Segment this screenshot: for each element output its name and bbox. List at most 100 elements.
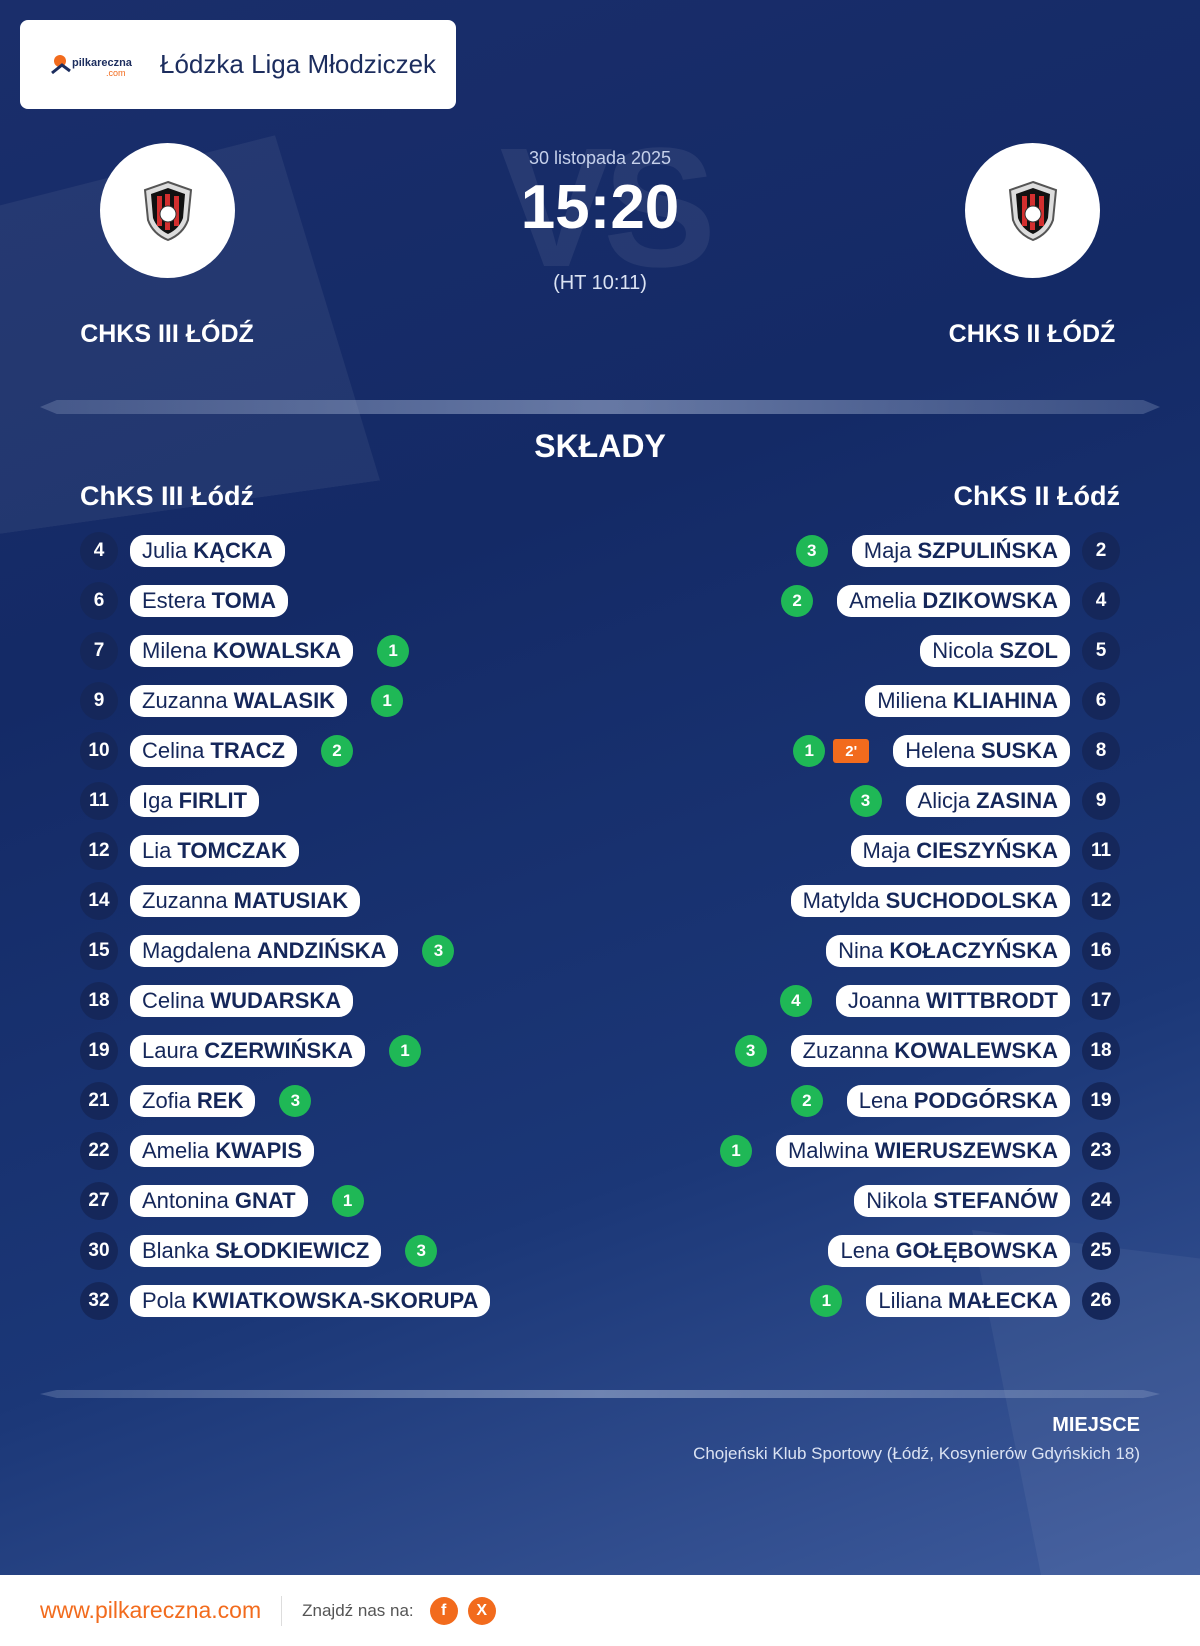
- player-number: 19: [80, 1032, 118, 1070]
- player-row: 2 Lena PODGÓRSKA 19: [720, 1076, 1120, 1126]
- goals-badge: 3: [279, 1085, 312, 1117]
- goals-badge: 3: [405, 1235, 438, 1267]
- footer: www.pilkareczna.com Znajdź nas na: f X: [0, 1575, 1200, 1646]
- player-last-name: WALASIK: [233, 688, 336, 713]
- player-name: Nikola STEFANÓW: [854, 1185, 1070, 1217]
- player-name: Nicola SZOL: [920, 635, 1070, 667]
- goals-badge: 3: [734, 1035, 767, 1067]
- player-number: 4: [80, 532, 118, 570]
- player-number: 11: [80, 782, 118, 820]
- away-team-name: CHKS II ŁÓDŹ: [948, 320, 1116, 348]
- player-name: Maja CIESZYŃSKA: [850, 835, 1070, 867]
- player-number: 7: [80, 632, 118, 670]
- player-row: 21 Zofia REK 3: [80, 1076, 490, 1126]
- player-name: Julia KĄCKA: [130, 535, 285, 567]
- player-last-name: SUSKA: [980, 738, 1058, 763]
- player-number: 6: [1082, 682, 1120, 720]
- player-row: 3 Alicja ZASINA 9: [720, 776, 1120, 826]
- player-number: 4: [1082, 582, 1120, 620]
- player-first-name: Amelia: [849, 588, 917, 613]
- player-number: 17: [1082, 982, 1120, 1020]
- player-last-name: PODGÓRSKA: [913, 1088, 1058, 1113]
- player-name: Amelia DZIKOWSKA: [837, 585, 1070, 617]
- player-first-name: Zuzanna: [802, 1038, 889, 1063]
- player-row: 4 Julia KĄCKA: [80, 526, 490, 576]
- x-icon[interactable]: X: [467, 1596, 496, 1625]
- player-row: 30 Blanka SŁODKIEWICZ 3: [80, 1226, 490, 1276]
- player-number: 12: [80, 832, 118, 870]
- player-name: Estera TOMA: [130, 585, 288, 617]
- player-name: Celina TRACZ: [130, 735, 297, 767]
- player-number: 25: [1082, 1232, 1120, 1270]
- player-name: Blanka SŁODKIEWICZ: [130, 1235, 382, 1267]
- player-first-name: Blanka: [142, 1238, 210, 1263]
- away-roster: 3 Maja SZPULIŃSKA 2 2 Amelia DZIKOWSKA 4 Nicola S…: [719, 526, 1120, 1326]
- player-last-name: CZERWIŃSKA: [204, 1038, 353, 1063]
- player-name: Magdalena ANDZIŃSKA: [130, 935, 399, 967]
- club-crest-icon: [1008, 180, 1057, 241]
- player-first-name: Zofia: [142, 1088, 191, 1113]
- home-team-name: CHKS III ŁÓDŹ: [80, 320, 254, 348]
- player-last-name: CIESZYŃSKA: [916, 838, 1058, 863]
- player-first-name: Malwina: [787, 1138, 869, 1163]
- player-name: Malwina WIERUSZEWSKA: [775, 1135, 1070, 1167]
- player-row: 10 Celina TRACZ 2: [80, 726, 490, 776]
- player-number: 15: [80, 932, 118, 970]
- player-last-name: SZPULIŃSKA: [917, 538, 1058, 563]
- logo-text: pilkareczna: [72, 57, 133, 69]
- player-number: 9: [1082, 782, 1120, 820]
- player-name: Nina KOŁACZYŃSKA: [826, 935, 1070, 967]
- player-row: 7 Milena KOWALSKA 1: [80, 626, 490, 676]
- goals-badge: 2: [790, 1085, 823, 1117]
- footer-separator: [281, 1595, 283, 1626]
- player-row: 18 Celina WUDARSKA: [80, 976, 490, 1026]
- player-last-name: STEFANÓW: [933, 1188, 1058, 1213]
- player-first-name: Maja: [863, 538, 912, 563]
- player-row: 32 Pola KWIATKOWSKA-SKORUPA: [80, 1276, 491, 1326]
- find-us-label: Znajdź nas na:: [302, 1600, 414, 1620]
- player-name: Liliana MAŁECKA: [866, 1285, 1070, 1317]
- player-row: 1 Liliana MAŁECKA 26: [720, 1276, 1120, 1326]
- player-row: 3 Zuzanna KOWALEWSKA 18: [720, 1026, 1120, 1076]
- match-date: 30 listopada 2025: [528, 148, 672, 168]
- goals-badge: 2: [320, 735, 353, 767]
- player-name: Zuzanna MATUSIAK: [130, 885, 361, 917]
- player-first-name: Lena: [858, 1088, 908, 1113]
- player-first-name: Liliana: [878, 1288, 942, 1313]
- player-name: Laura CZERWIŃSKA: [130, 1035, 365, 1067]
- goals-badge: 1: [719, 1135, 752, 1167]
- player-last-name: WITTBRODT: [926, 988, 1058, 1013]
- player-first-name: Lena: [840, 1238, 890, 1263]
- player-row: Lena GOŁĘBOWSKA 25: [720, 1226, 1120, 1276]
- player-number: 18: [1082, 1032, 1120, 1070]
- player-last-name: KLIAHINA: [952, 688, 1058, 713]
- player-first-name: Iga: [142, 788, 173, 813]
- player-number: 21: [80, 1082, 118, 1120]
- player-number: 23: [1082, 1132, 1120, 1170]
- player-first-name: Maja: [862, 838, 911, 863]
- player-first-name: Alicja: [917, 788, 971, 813]
- player-first-name: Estera: [142, 588, 206, 613]
- player-name: Amelia KWAPIS: [130, 1135, 315, 1167]
- facebook-icon[interactable]: f: [429, 1596, 458, 1625]
- player-row: Nina KOŁACZYŃSKA 16: [720, 926, 1120, 976]
- player-row: Nicola SZOL 5: [720, 626, 1120, 676]
- player-name: Zofia REK: [130, 1085, 256, 1117]
- player-last-name: TOMA: [211, 588, 276, 613]
- player-last-name: SZOL: [999, 638, 1058, 663]
- player-last-name: KOŁACZYŃSKA: [889, 938, 1058, 963]
- divider: [40, 400, 1160, 414]
- player-first-name: Nina: [838, 938, 884, 963]
- player-row: 3 Maja SZPULIŃSKA 2: [720, 526, 1120, 576]
- website-link[interactable]: www.pilkareczna.com: [40, 1597, 262, 1623]
- player-name: Miliena KLIAHINA: [865, 685, 1070, 717]
- player-number: 24: [1082, 1182, 1120, 1220]
- player-first-name: Zuzanna: [142, 888, 228, 913]
- player-first-name: Lia: [142, 838, 172, 863]
- player-row: 6 Estera TOMA: [80, 576, 490, 626]
- league-header: pilkareczna .com Łódzka Liga Młodziczek: [20, 20, 456, 109]
- player-name: Milena KOWALSKA: [130, 635, 354, 667]
- player-row: 1 2' Helena SUSKA 8: [720, 726, 1120, 776]
- home-roster: 4 Julia KĄCKA 6 Estera TOMA 7 Milena KOWALSKA 1 9 Z…: [80, 526, 491, 1326]
- player-first-name: Laura: [142, 1038, 199, 1063]
